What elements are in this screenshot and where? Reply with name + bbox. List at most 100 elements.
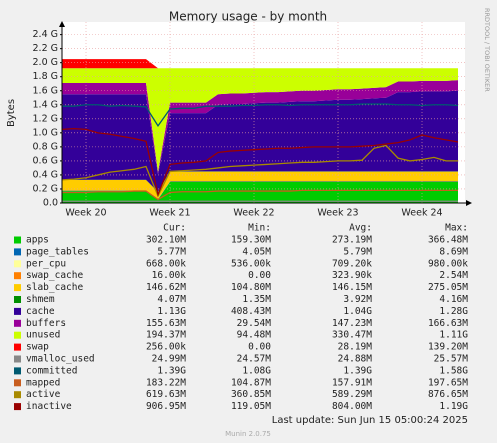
legend-stat: 104.80M [231,282,271,293]
legend-stat: 876.65M [428,389,468,400]
legend-stat: 804.00M [332,401,372,412]
legend-name: apps [26,235,49,246]
legend-stat: 906.95M [146,401,186,412]
y-tick-label: 1.8 G [33,71,59,82]
legend-stat: 273.19M [332,235,372,246]
legend-stat: 4.05M [242,246,271,257]
legend-stat: 1.39G [343,365,372,376]
x-tick-label: Week 24 [401,208,442,219]
version: Munin 2.0.75 [225,430,271,438]
legend-stat: 183.22M [146,377,186,388]
legend-stat: 155.63M [146,318,186,329]
legend-stat: 16.00k [152,270,187,281]
area-swap [62,59,458,69]
legend-stat: 1.11G [439,330,468,341]
legend-name: swap [26,342,49,353]
y-tick-label: 1.2 G [33,113,59,124]
legend-name: page_tables [26,246,89,257]
legend-stat: 28.19M [338,342,373,353]
legend-swatch [14,307,21,315]
legend-stat: 94.48M [237,330,272,341]
legend-swatch [14,236,21,244]
legend-name: slab_cache [26,282,83,293]
legend-stat: 24.99M [152,354,187,365]
x-tick-label: Week 21 [149,208,190,219]
legend-stat: 0.00 [248,342,271,353]
legend-swatch [14,343,21,351]
legend-stat: 536.00k [231,258,271,269]
y-tick-label: 0.8 G [33,141,59,152]
legend-stat: 139.20M [428,342,468,353]
legend-stat: 1.35M [242,294,271,305]
legend-stat: 119.05M [231,401,271,412]
legend-stat: 0.00 [248,270,271,281]
x-axis-arrow [466,200,472,206]
legend-stat: 1.58G [439,365,468,376]
legend-header: Max: [445,223,468,234]
area-page_tables [62,181,458,200]
legend-stat: 323.90k [332,270,372,281]
legend-name: buffers [26,318,66,329]
legend-stat: 1.04G [343,306,372,317]
legend-stat: 3.92M [343,294,372,305]
legend-stat: 256.00k [146,342,186,353]
y-tick-label: 0.0 [43,198,58,209]
legend-swatch [14,319,21,327]
x-tick-label: Week 20 [65,208,106,219]
legend-header: Min: [248,223,271,234]
legend-stat: 146.15M [332,282,372,293]
legend-stat: 360.85M [231,389,271,400]
legend-name: active [26,389,61,400]
legend-stat: 159.30M [231,235,271,246]
y-axis-label: Bytes [6,99,17,127]
legend-stat: 194.37M [146,330,186,341]
legend-swatch [14,296,21,303]
legend-stat: 24.88M [338,354,373,365]
y-tick-label: 1.4 G [33,99,59,110]
line-inactive [61,127,459,197]
legend-name: unused [26,330,60,341]
side-note: RRDTOOL / TOBI OETIKER [483,8,491,92]
y-axis-arrow [59,21,65,27]
legend-stat: 1.19G [439,401,468,412]
legend-swatch [14,248,21,256]
legend-stat: 24.57M [237,354,272,365]
y-tick-label: 2.2 G [33,43,59,54]
legend-stat: 5.79M [343,246,372,257]
legend-stat: 29.54M [237,318,272,329]
legend-swatch [14,331,21,339]
legend-stat: 197.65M [428,377,468,388]
legend-stat: 4.16M [439,294,468,305]
legend-swatch [14,355,21,363]
legend-header: Avg: [349,223,372,234]
legend-stat: 2.54M [439,270,468,281]
legend-stat: 166.63M [428,318,468,329]
legend-stat: 302.10M [146,235,186,246]
legend-swatch [14,284,21,292]
line-active [61,144,458,198]
plot [61,22,465,204]
legend-name: inactive [26,401,72,412]
legend-name: per_cpu [26,258,66,269]
legend-header: Cur: [163,223,186,234]
x-tick-label: Week 23 [317,208,358,219]
legend-swatch [14,272,21,280]
legend-stat: 709.20k [332,258,372,269]
legend-name: cache [26,306,55,317]
y-tick-label: 2.4 G [33,29,59,40]
legend-swatch [14,367,21,375]
line-committed [62,103,459,127]
legend-swatch [14,391,21,399]
legend-swatch [14,403,21,411]
legend-stat: 589.29M [332,389,372,400]
legend-stat: 330.47M [332,330,372,341]
legend-stat: 25.57M [434,354,469,365]
legend-stat: 8.69M [439,246,468,257]
legend-name: shmem [26,294,55,305]
y-tick-label: 1.6 G [33,85,59,96]
legend-stat: 668.00k [146,258,186,269]
area-buffers [62,80,458,175]
legend-stat: 157.91M [332,377,372,388]
footer: Last update: Sun Jun 15 05:00:24 2025 [272,415,468,426]
